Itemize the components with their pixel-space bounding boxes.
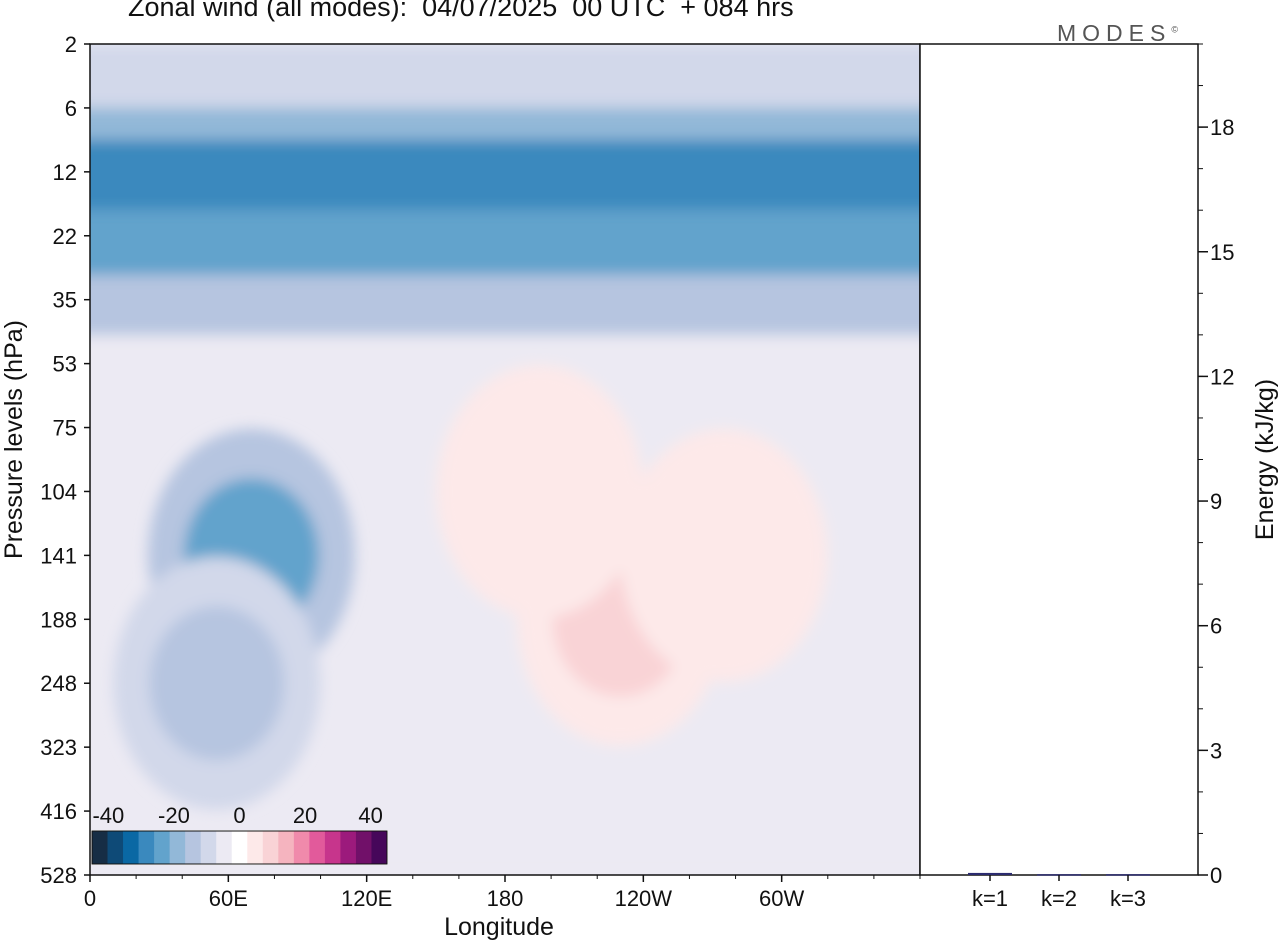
brand-logo: MODES© [1057, 20, 1178, 47]
heatmap-features [113, 364, 828, 810]
y-tick-label: 53 [53, 352, 77, 377]
energy-tick-label: 18 [1210, 115, 1234, 140]
heatmap-band [90, 275, 920, 336]
y-tick-label: 416 [40, 799, 77, 824]
heatmap-plot [90, 44, 920, 875]
colorbar-tick-label: 40 [358, 803, 382, 828]
energy-axis-label: Energy (kJ/kg) [1251, 379, 1279, 540]
colorbar-swatch [185, 831, 202, 864]
colorbar-swatch [107, 831, 124, 864]
energy-axes: 0 3 6 9 12 15 18 Energy (kJ/kg) k=1 k=2 k=3 [919, 43, 1279, 911]
heatmap-feature [472, 414, 608, 569]
energy-category-label: k=3 [1110, 886, 1146, 911]
y-tick-label: 12 [53, 160, 77, 185]
x-tick-label: 120W [615, 886, 673, 911]
colorbar-swatch [169, 831, 186, 864]
colorbar-swatch [138, 831, 155, 864]
colorbar-swatch [200, 831, 217, 864]
colorbar-swatch [371, 831, 388, 864]
colorbar-frame [91, 830, 388, 865]
energy-tick-label: 12 [1210, 364, 1234, 389]
energy-bar [968, 872, 1012, 875]
x-tick-label: 180 [487, 886, 524, 911]
y-axis-label: Pressure levels (hPa) [0, 320, 28, 559]
brand-mark: © [1171, 24, 1178, 35]
colorbar-swatch [293, 831, 310, 864]
brand-name: MODES [1057, 20, 1172, 46]
y-tick-label: 104 [40, 479, 77, 504]
colorbar-swatch [247, 831, 264, 864]
y-tick-label: 141 [40, 543, 77, 568]
x-tick-label: 0 [84, 886, 96, 911]
colorbar-tick-label: -40 [92, 803, 124, 828]
energy-category-label: k=2 [1041, 886, 1077, 911]
heatmap-band [90, 210, 920, 276]
energy-tick-label: 15 [1210, 240, 1234, 265]
heatmap-band [90, 107, 920, 140]
energy-category-label: k=1 [972, 886, 1008, 911]
heatmap-band [90, 139, 920, 211]
heatmap-band [90, 44, 920, 108]
heatmap-axes: 2 6 12 22 35 53 75 104 141 188 248 323 416 528 0 60E 120… [0, 32, 921, 941]
colorbar-swatch [92, 831, 108, 864]
energy-tick-label: 9 [1210, 489, 1222, 514]
y-tick-label: 75 [53, 416, 77, 441]
y-tick-label: 22 [53, 224, 77, 249]
colorbar-tick-label: 0 [233, 803, 245, 828]
chart-title: Zonal wind (all modes): 04/07/2025 00 UT… [128, 0, 794, 22]
colorbar-tick-label: 20 [293, 803, 317, 828]
colorbar-swatch [278, 831, 295, 864]
colorbar-swatch [231, 831, 248, 864]
colorbar-tick-label: -20 [158, 803, 190, 828]
colorbar: -40 -20 0 20 40 [91, 803, 388, 865]
energy-bar [1106, 874, 1150, 876]
energy-tick-label: 3 [1210, 738, 1222, 763]
colorbar-swatch [123, 831, 139, 864]
colorbar-swatch [355, 831, 372, 864]
colorbar-swatch [154, 831, 171, 864]
colorbar-swatch [216, 831, 233, 864]
colorbar-swatch [262, 831, 279, 864]
y-tick-label: 2 [65, 32, 77, 57]
y-tick-label: 323 [40, 735, 77, 760]
x-tick-label: 60W [759, 886, 804, 911]
energy-tick-label: 0 [1210, 863, 1222, 888]
colorbar-swatch [324, 831, 341, 864]
y-tick-label: 35 [53, 288, 77, 313]
colorbar-swatch [309, 831, 326, 864]
x-axis-label: Longitude [444, 913, 554, 941]
x-tick-label: 60E [209, 886, 248, 911]
y-tick-label: 6 [65, 96, 77, 121]
x-tick-label: 120E [341, 886, 392, 911]
y-tick-label: 248 [40, 671, 77, 696]
heatmap-feature [656, 478, 792, 633]
heatmap-feature [149, 606, 285, 761]
energy-frame [919, 43, 1199, 876]
y-tick-label: 528 [40, 863, 77, 888]
energy-bar [1037, 874, 1081, 876]
y-tick-label: 188 [40, 607, 77, 632]
energy-tick-label: 6 [1210, 614, 1222, 639]
colorbar-swatch [340, 831, 357, 864]
